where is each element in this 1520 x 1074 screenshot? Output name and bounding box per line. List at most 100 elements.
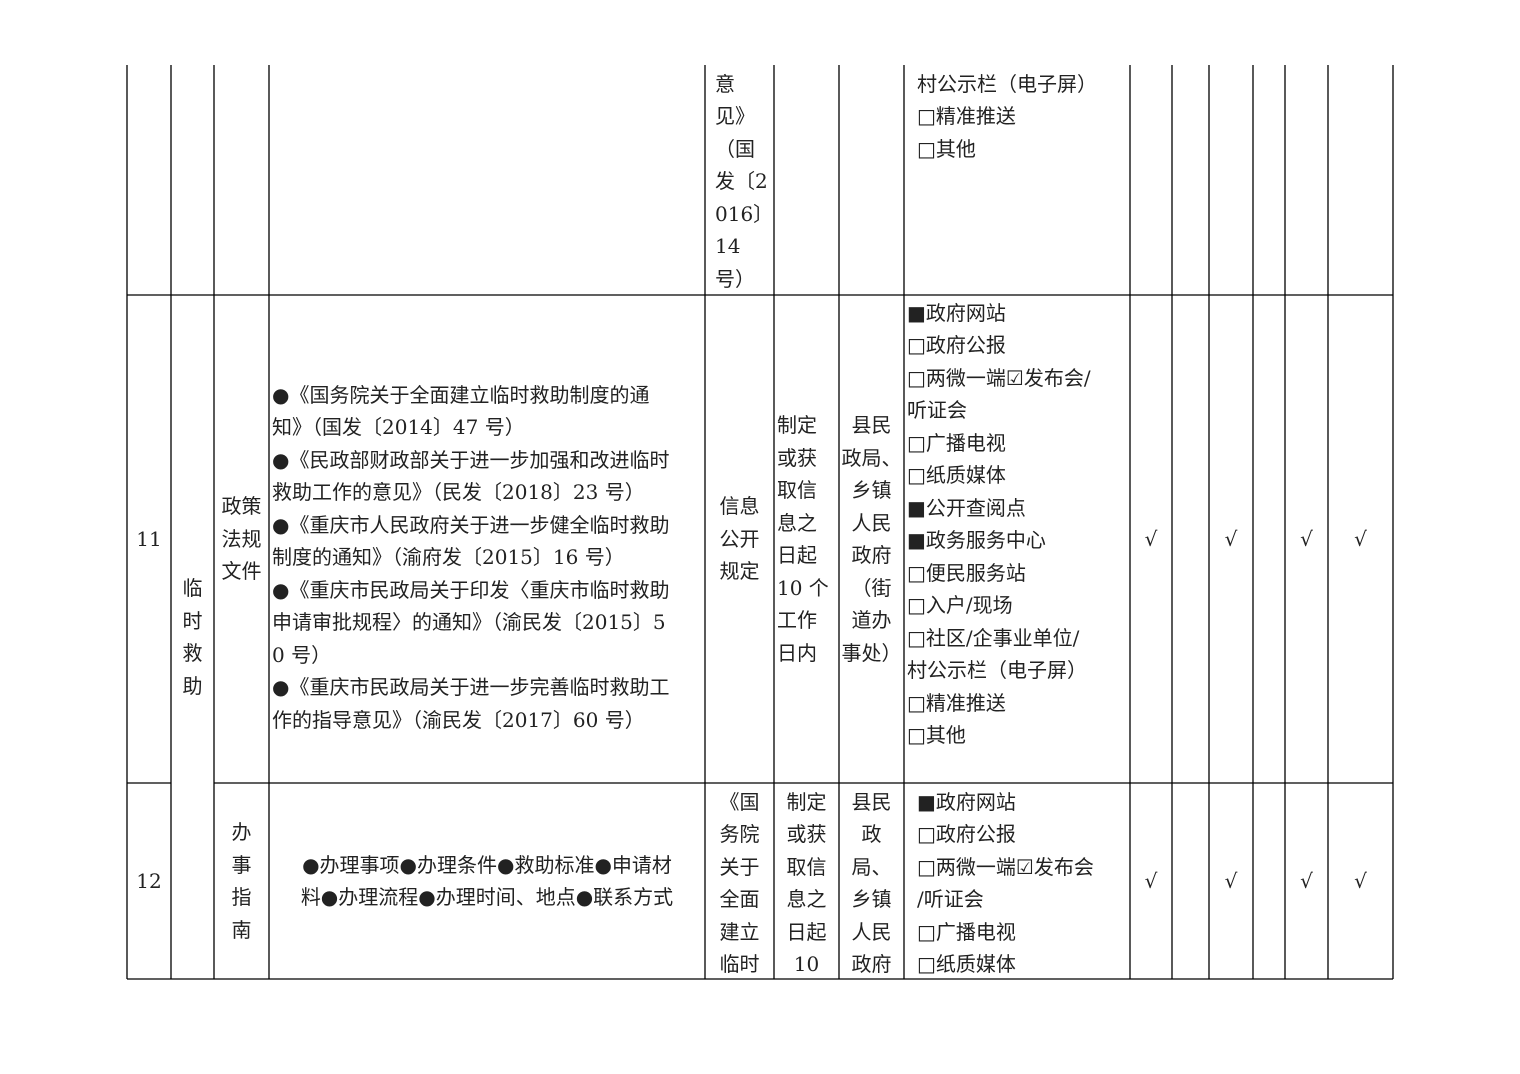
cell-text: 全面: [719, 887, 760, 912]
table-cell: √: [1328, 865, 1393, 898]
cell-text: √: [1354, 868, 1367, 893]
cell-text: □两微一端☑发布会: [917, 854, 1094, 879]
cell-text: 救助工作的意见》（民发〔2018〕23 号）: [272, 480, 645, 505]
table-cell: √: [1209, 523, 1253, 556]
cell-text: 息之: [786, 887, 827, 912]
cell-text: 救: [182, 641, 203, 665]
table-cell: 临时救助: [171, 572, 214, 702]
cell-text: 助: [182, 673, 203, 698]
cell-text: ■政务服务中心: [907, 528, 1046, 553]
cell-text: □广播电视: [907, 430, 1006, 455]
cell-text: 乡镇: [851, 478, 892, 502]
cell-text: 政局、: [841, 445, 902, 470]
cell-text: 见》: [715, 104, 755, 129]
cell-text: 14: [715, 234, 741, 259]
cell-text: 日起: [786, 919, 827, 944]
cell-text: 申请审批规程〉的通知》（渝民发〔2015〕5: [272, 610, 666, 635]
cell-text: 号）: [715, 266, 755, 291]
cell-text: ●《重庆市民政局关于进一步完善临时救助工: [272, 675, 670, 700]
cell-text: 或获: [777, 445, 817, 470]
table-cell: ●《国务院关于全面建立临时救助制度的通 知》（国发〔2014〕47 号） ●《民政部…: [269, 379, 705, 737]
table-cell: ■政府网站 □政府公报 □两微一端☑发布会/听证会 □广播电视 □纸质媒体: [904, 786, 1130, 981]
cell-text: 法规: [221, 526, 262, 551]
cell-text: □政府公报: [907, 333, 1006, 358]
table-cell: √: [1209, 865, 1253, 898]
cell-text: 规定: [719, 559, 760, 584]
table-cell: 县民政局、 乡镇 人民 政府: [839, 786, 904, 981]
cell-text: 息之: [777, 510, 817, 535]
cell-text: 信息: [719, 494, 760, 519]
cell-text: 10: [793, 952, 820, 977]
cell-text: √: [1354, 526, 1367, 551]
cell-text: 或获: [786, 822, 827, 847]
cell-text: √: [1144, 868, 1158, 893]
table-cell: 12: [127, 865, 171, 898]
cell-text: 临时: [719, 952, 760, 977]
cell-text: √: [1224, 526, 1238, 551]
table-cell: 办事指南: [214, 816, 269, 946]
cell-text: 意: [715, 71, 735, 96]
table-cell: ■政府网站 □政府公报 □两微一端☑发布会/听证会 □广播电视 □纸质媒体 ■公开查阅点 ■…: [904, 297, 1130, 752]
cell-text: 12: [136, 868, 162, 893]
table-cell: 制定 或获 取信 息之 日起 10 个工作 日内: [774, 409, 839, 669]
cell-text: 政府: [851, 952, 892, 977]
cell-text: □精准推送: [917, 104, 1016, 129]
cell-text: 县民: [851, 789, 892, 814]
cell-text: 办: [231, 820, 252, 844]
table-cell: √: [1285, 865, 1328, 898]
cell-text: 取信: [777, 478, 817, 502]
cell-text: 制定: [786, 789, 827, 814]
cell-text: □政府公报: [917, 822, 1016, 847]
cell-text: 政: [861, 822, 882, 847]
cell-text: □两微一端☑发布会/: [907, 365, 1091, 390]
cell-text: □广播电视: [917, 919, 1016, 944]
table-cell: 《国 务院 关于 全面 建立 临时: [705, 786, 774, 981]
table-cell: 意见》 （国 发〔2 016〕 14 号）: [705, 68, 774, 296]
cell-text: 发〔2: [715, 169, 768, 194]
table-cell: √: [1130, 865, 1172, 898]
cell-text: 政府: [851, 543, 892, 567]
cell-text: 乡镇: [851, 887, 892, 912]
cell-text: □纸质媒体: [917, 952, 1016, 977]
cell-text: 道办: [851, 608, 892, 632]
table-cell: √: [1328, 523, 1393, 556]
table-cell: √: [1285, 523, 1328, 556]
table-cell: 制定或获取信息之日起 10: [774, 786, 839, 981]
cell-text: 知》（国发〔2014〕47 号）: [272, 415, 525, 440]
cell-text: 《国: [719, 789, 760, 814]
cell-text: 10 个: [777, 575, 829, 600]
table-cell: √: [1130, 523, 1172, 556]
table-cell: 11: [127, 523, 171, 556]
cell-text: 临: [182, 576, 203, 600]
cell-text: ■政府网站: [917, 789, 1016, 814]
cell-text: □其他: [917, 136, 976, 161]
cell-text: （国: [715, 136, 755, 161]
cell-text: □便民服务站: [907, 560, 1026, 585]
cell-text: ●办理事项●办理条件●救助标准●申请材: [302, 852, 672, 877]
cell-text: （街: [851, 575, 892, 600]
cell-text: 听证会: [907, 398, 967, 423]
cell-text: √: [1144, 526, 1158, 551]
cell-text: 工作: [777, 608, 817, 632]
cell-text: ●《民政部财政部关于进一步加强和改进临时: [272, 447, 670, 472]
table-cell: 信息 公开 规定: [705, 490, 774, 588]
cell-text: □入户/现场: [907, 593, 1013, 618]
cell-text: 务院: [719, 822, 760, 847]
cell-text: 南: [231, 917, 252, 942]
cell-text: 11: [136, 526, 162, 551]
cell-text: 县民: [851, 413, 892, 437]
table-cell: 村公示栏（电子屏） □精准推送 □其他: [904, 68, 1130, 166]
cell-text: √: [1300, 868, 1313, 893]
cell-text: ●《国务院关于全面建立临时救助制度的通: [272, 382, 650, 407]
cell-text: 取信: [786, 854, 827, 879]
cell-text: □精准推送: [907, 690, 1006, 715]
cell-text: 建立: [719, 919, 760, 944]
table-cell: 县民 政局、 乡镇 人民 政府 （街 道办 事处）: [839, 409, 904, 669]
cell-text: □社区/企事业单位/: [907, 625, 1080, 650]
cell-text: ●《重庆市人民政府关于进一步健全临时救助: [272, 512, 670, 537]
cell-text: 时: [182, 608, 203, 633]
cell-text: 事: [231, 852, 252, 877]
cell-text: ■政府网站: [907, 300, 1006, 325]
cell-text: 政策: [221, 494, 262, 519]
